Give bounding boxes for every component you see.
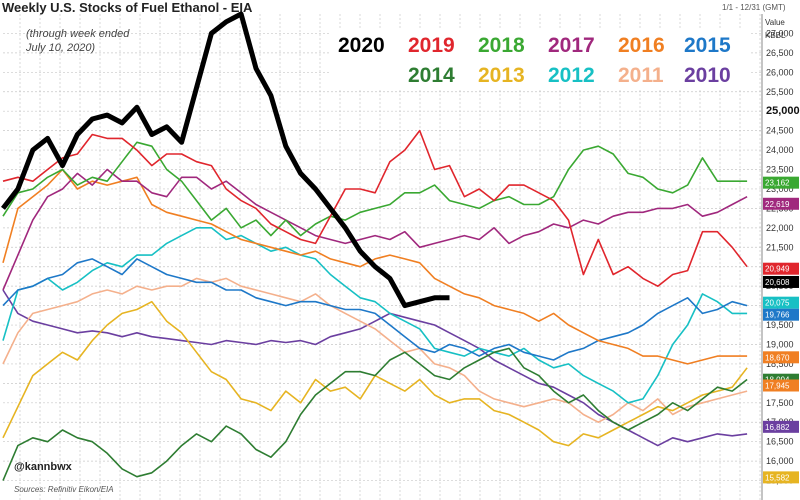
end-value-tag-text: 17,945 bbox=[765, 381, 790, 390]
end-value-tag-bg bbox=[763, 275, 799, 288]
end-value-tag: 20,949 bbox=[763, 262, 799, 275]
legend-item-2020: 2020 bbox=[338, 34, 385, 57]
chart-title: Weekly U.S. Stocks of Fuel Ethanol - EIA bbox=[2, 0, 253, 15]
end-value-tag: 18,670 bbox=[763, 351, 799, 364]
end-value-tag: 20,608 bbox=[763, 275, 799, 288]
y-tick-label: 23,000 bbox=[766, 184, 794, 194]
end-value-tag-bg bbox=[763, 176, 799, 189]
legend-item-2012: 2012 bbox=[548, 64, 595, 87]
author-handle: @kannbwx bbox=[14, 461, 73, 473]
series-line-2011 bbox=[2, 277, 748, 424]
y-tick-label: 26,500 bbox=[766, 48, 794, 58]
end-value-tag: 23,162 bbox=[763, 176, 799, 189]
end-value-tag: 20,075 bbox=[763, 296, 799, 309]
date-range-label: 1/1 - 12/31 (GMT) bbox=[722, 3, 786, 12]
y-unit-kbbl-label: KBBL bbox=[765, 31, 786, 40]
legend-item-2018: 2018 bbox=[478, 34, 525, 57]
end-value-tag: 16,882 bbox=[763, 420, 799, 433]
end-value-tag-text: 18,670 bbox=[765, 353, 790, 362]
end-value-tag-bg bbox=[763, 197, 799, 210]
horizontal-gridlines bbox=[3, 33, 762, 481]
end-value-tag-text: 20,608 bbox=[765, 278, 790, 287]
end-value-tag-text: 16,882 bbox=[765, 423, 790, 432]
end-value-tag: 19,766 bbox=[763, 308, 799, 321]
end-value-tag-text: 20,949 bbox=[765, 265, 790, 274]
end-value-tag-text: 20,075 bbox=[765, 299, 790, 308]
legend-item-2010: 2010 bbox=[684, 64, 731, 87]
y-tick-label: 19,500 bbox=[766, 320, 794, 330]
series-line-2015 bbox=[2, 258, 748, 361]
series-layer bbox=[1, 11, 748, 481]
end-value-tag-text: 23,162 bbox=[765, 179, 790, 188]
end-value-tag: 22,619 bbox=[763, 197, 799, 210]
legend: 2020 2019 2018 2017 2016 2015 2014 2013 2012 2011… bbox=[330, 28, 750, 90]
y-tick-label: 24,500 bbox=[766, 126, 794, 136]
y-tick-label: 24,000 bbox=[766, 145, 794, 155]
y-tick-label: 16,000 bbox=[766, 456, 794, 466]
y-tick-label: 16,500 bbox=[766, 437, 794, 447]
legend-item-2015: 2015 bbox=[684, 34, 731, 57]
end-value-tag: 17,945 bbox=[763, 379, 799, 392]
end-value-tag-bg bbox=[763, 420, 799, 433]
end-value-tag-bg bbox=[763, 471, 799, 484]
end-value-tag-bg bbox=[763, 308, 799, 321]
end-value-tag-bg bbox=[763, 379, 799, 392]
y-tick-label: 25,500 bbox=[766, 87, 794, 97]
series-line-2016 bbox=[2, 168, 748, 365]
y-tick-label: 27,000 bbox=[766, 28, 794, 38]
end-value-tag: 15,582 bbox=[763, 471, 799, 484]
series-line-2012 bbox=[2, 227, 748, 404]
legend-background bbox=[330, 28, 750, 90]
y-tick-label: 18,500 bbox=[766, 359, 794, 369]
legend-item-2011: 2011 bbox=[618, 64, 664, 87]
series-line-2014 bbox=[2, 347, 748, 481]
y-unit-value-label: Value bbox=[765, 18, 785, 27]
y-tick-label: 17,500 bbox=[766, 398, 794, 408]
source-note: Sources: Refinitiv Eikon/EIA bbox=[14, 485, 114, 494]
series-line-2020 bbox=[1, 11, 450, 309]
end-value-tag-text: 15,582 bbox=[765, 473, 790, 482]
series-line-2018 bbox=[2, 141, 748, 237]
end-value-tag-text: 22,619 bbox=[765, 200, 790, 209]
end-value-tag-bg bbox=[763, 296, 799, 309]
y-tick-label: 21,500 bbox=[766, 242, 794, 252]
vertical-gridlines bbox=[19, 14, 761, 500]
series-line-2017 bbox=[2, 168, 748, 291]
legend-item-2013: 2013 bbox=[478, 64, 525, 87]
end-value-tags: 23,162 22,619 20,949 20,608 20,075 19,766 18,6… bbox=[763, 176, 799, 484]
legend-item-2016: 2016 bbox=[618, 34, 665, 57]
legend-item-2019: 2019 bbox=[408, 34, 455, 57]
end-value-tag-bg bbox=[763, 351, 799, 364]
end-value-tag-text: 19,766 bbox=[765, 311, 790, 320]
y-tick-label: 19,000 bbox=[766, 339, 794, 349]
end-value-tag-bg bbox=[763, 262, 799, 275]
y-tick-label: 25,000 bbox=[766, 105, 800, 117]
legend-item-2017: 2017 bbox=[548, 34, 595, 57]
chart-subtitle: (through week ended July 10, 2020) bbox=[25, 28, 130, 54]
legend-item-2014: 2014 bbox=[408, 64, 455, 87]
y-tick-label: 23,500 bbox=[766, 165, 794, 175]
series-line-2019 bbox=[2, 129, 748, 288]
y-tick-label: 22,000 bbox=[766, 223, 794, 233]
y-tick-label: 26,000 bbox=[766, 67, 794, 77]
